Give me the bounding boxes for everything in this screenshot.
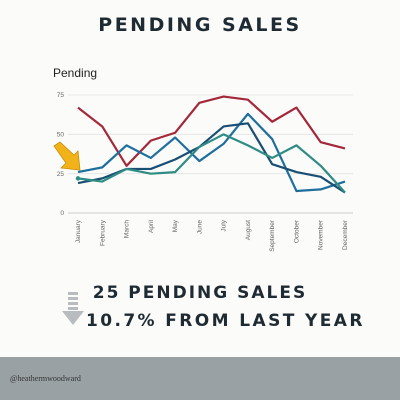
social-handle: @heathermwoodward	[10, 374, 81, 383]
x-tick-label: June	[196, 220, 203, 234]
year-over-year-change: 10.7% FROM LAST YEAR	[86, 311, 365, 331]
series-line-4	[77, 133, 346, 194]
y-tick-label: 75	[57, 92, 65, 99]
x-tick-label: May	[172, 219, 179, 232]
y-tick-label: 50	[57, 132, 65, 139]
highlight-point	[75, 176, 81, 181]
footer-bar: @heathermwoodward	[0, 357, 400, 400]
x-tick-label: July	[221, 219, 228, 231]
x-tick-label: February	[99, 219, 106, 246]
x-tick-label: November	[318, 219, 325, 250]
x-tick-label: October	[293, 219, 300, 243]
series-line-2	[77, 112, 346, 193]
series-line-1	[77, 95, 346, 167]
series-line-3	[77, 122, 346, 194]
x-tick-label: September	[269, 219, 276, 252]
x-tick-label: March	[124, 220, 131, 238]
x-tick-label: January	[75, 219, 82, 243]
page-title: PENDING SALES	[98, 14, 302, 36]
highlight-arrow-icon	[53, 141, 81, 171]
down-arrow-icon	[62, 292, 84, 325]
x-tick-label: December	[342, 219, 349, 250]
x-tick-label: August	[245, 220, 252, 240]
chart-title: Pending	[53, 66, 98, 80]
y-tick-label: 0	[60, 210, 64, 217]
x-tick-label: April	[148, 219, 155, 233]
pending-sales-count: 25 PENDING SALES	[92, 283, 308, 303]
y-tick-label: 25	[57, 171, 65, 178]
